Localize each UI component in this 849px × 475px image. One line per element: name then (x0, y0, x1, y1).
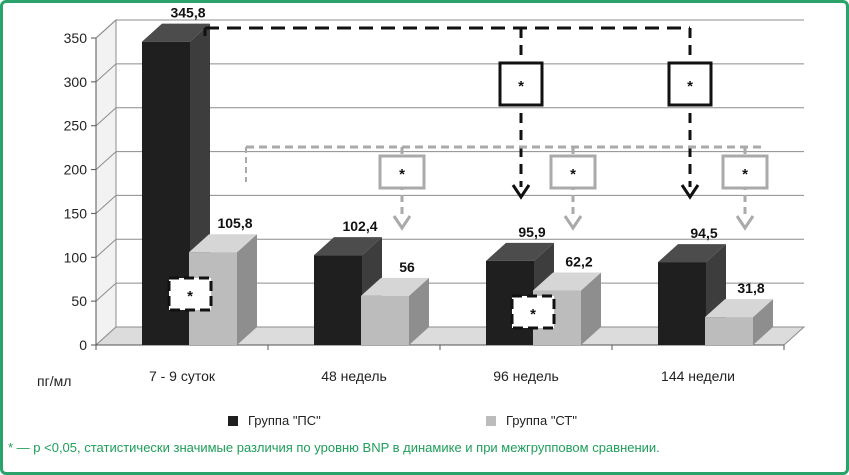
data-label: 94,5 (690, 225, 717, 241)
y-tick-label: 200 (64, 162, 88, 178)
legend-swatch-ps (228, 416, 238, 426)
significance-star: * (530, 306, 536, 323)
x-tick-label: 7 - 9 суток (149, 368, 216, 384)
y-tick-label: 0 (79, 337, 87, 353)
significance-box-st (549, 154, 597, 190)
significance-annotations: * * * * * * * (167, 26, 769, 330)
legend-label-st: Группа "СТ" (506, 413, 577, 428)
footnote: * — р <0,05, статистически значимые разл… (8, 440, 660, 455)
significance-arrow-head (511, 184, 531, 200)
chart-labels: 0 50 100 150 200 250 300 350 345,8 105,8 7 - 9 сут… (37, 5, 765, 389)
significance-box-ps-96 (498, 61, 544, 107)
bar-top (658, 244, 726, 263)
significance-arrow-head (563, 215, 583, 231)
y-tick-label: 150 (64, 205, 88, 221)
significance-star: * (742, 166, 748, 183)
significance-arrow-head (680, 184, 700, 200)
y-tick-label: 250 (64, 118, 88, 134)
bar-top (142, 23, 210, 42)
legend-item-ps: Группа "ПС" (228, 413, 321, 428)
y-tick-label: 50 (71, 293, 87, 309)
data-label: 345,8 (170, 5, 205, 21)
significance-box-intergroup-3 (510, 294, 556, 330)
data-label: 31,8 (737, 280, 764, 296)
gridline (95, 19, 804, 39)
bar-side (581, 272, 601, 345)
significance-star: * (399, 166, 405, 183)
y-axis-label: пг/мл (37, 373, 71, 389)
legend-label-ps: Группа "ПС" (248, 413, 321, 428)
gridline (95, 63, 804, 83)
bar-top (533, 272, 601, 291)
significance-star: * (518, 78, 524, 95)
bar-st (705, 317, 753, 345)
bar-top (486, 242, 554, 261)
legend: Группа "ПС" Группа "СТ" (228, 413, 828, 433)
significance-star: * (570, 166, 576, 183)
bar-top (705, 299, 773, 318)
legend-item-st: Группа "СТ" (486, 413, 577, 428)
chart-walls (91, 18, 806, 350)
bar-side (409, 277, 429, 345)
x-tick-label: 96 недель (493, 368, 559, 384)
y-tick-label: 350 (64, 30, 88, 46)
left-wall (95, 18, 117, 347)
y-tick-label: 300 (64, 74, 88, 90)
bar-top (189, 234, 257, 253)
legend-swatch-st (486, 416, 496, 426)
data-label: 95,9 (518, 224, 545, 240)
gridline (95, 151, 804, 170)
gridline (95, 194, 804, 214)
bar-top (314, 237, 382, 256)
gridline (95, 107, 804, 127)
significance-arrow-head (735, 215, 755, 231)
bar-ps (314, 255, 362, 345)
bar-chart: * * * * * * * 0 50 100 150 200 250 300 350 345,8 105,8 7… (37, 5, 806, 389)
significance-star: * (687, 78, 693, 95)
bar-top (361, 277, 429, 296)
significance-star: * (187, 288, 193, 305)
bar-ps (658, 262, 706, 345)
data-label: 105,8 (217, 215, 252, 231)
data-label: 56 (399, 259, 415, 275)
x-tick-label: 48 недель (321, 368, 387, 384)
bar-side (237, 234, 257, 345)
x-tick-label: 144 недели (661, 368, 735, 384)
significance-box-st (721, 154, 769, 190)
significance-box-st (378, 154, 426, 190)
y-tick-label: 100 (64, 249, 88, 265)
significance-box-intergroup-1 (167, 276, 213, 312)
significance-box-ps-144 (667, 61, 713, 107)
bar-st (361, 295, 409, 345)
data-label: 102,4 (342, 218, 377, 234)
data-label: 62,2 (565, 253, 592, 269)
bar-side (753, 299, 773, 345)
gridline (95, 238, 804, 258)
significance-arrow-head (392, 215, 412, 231)
